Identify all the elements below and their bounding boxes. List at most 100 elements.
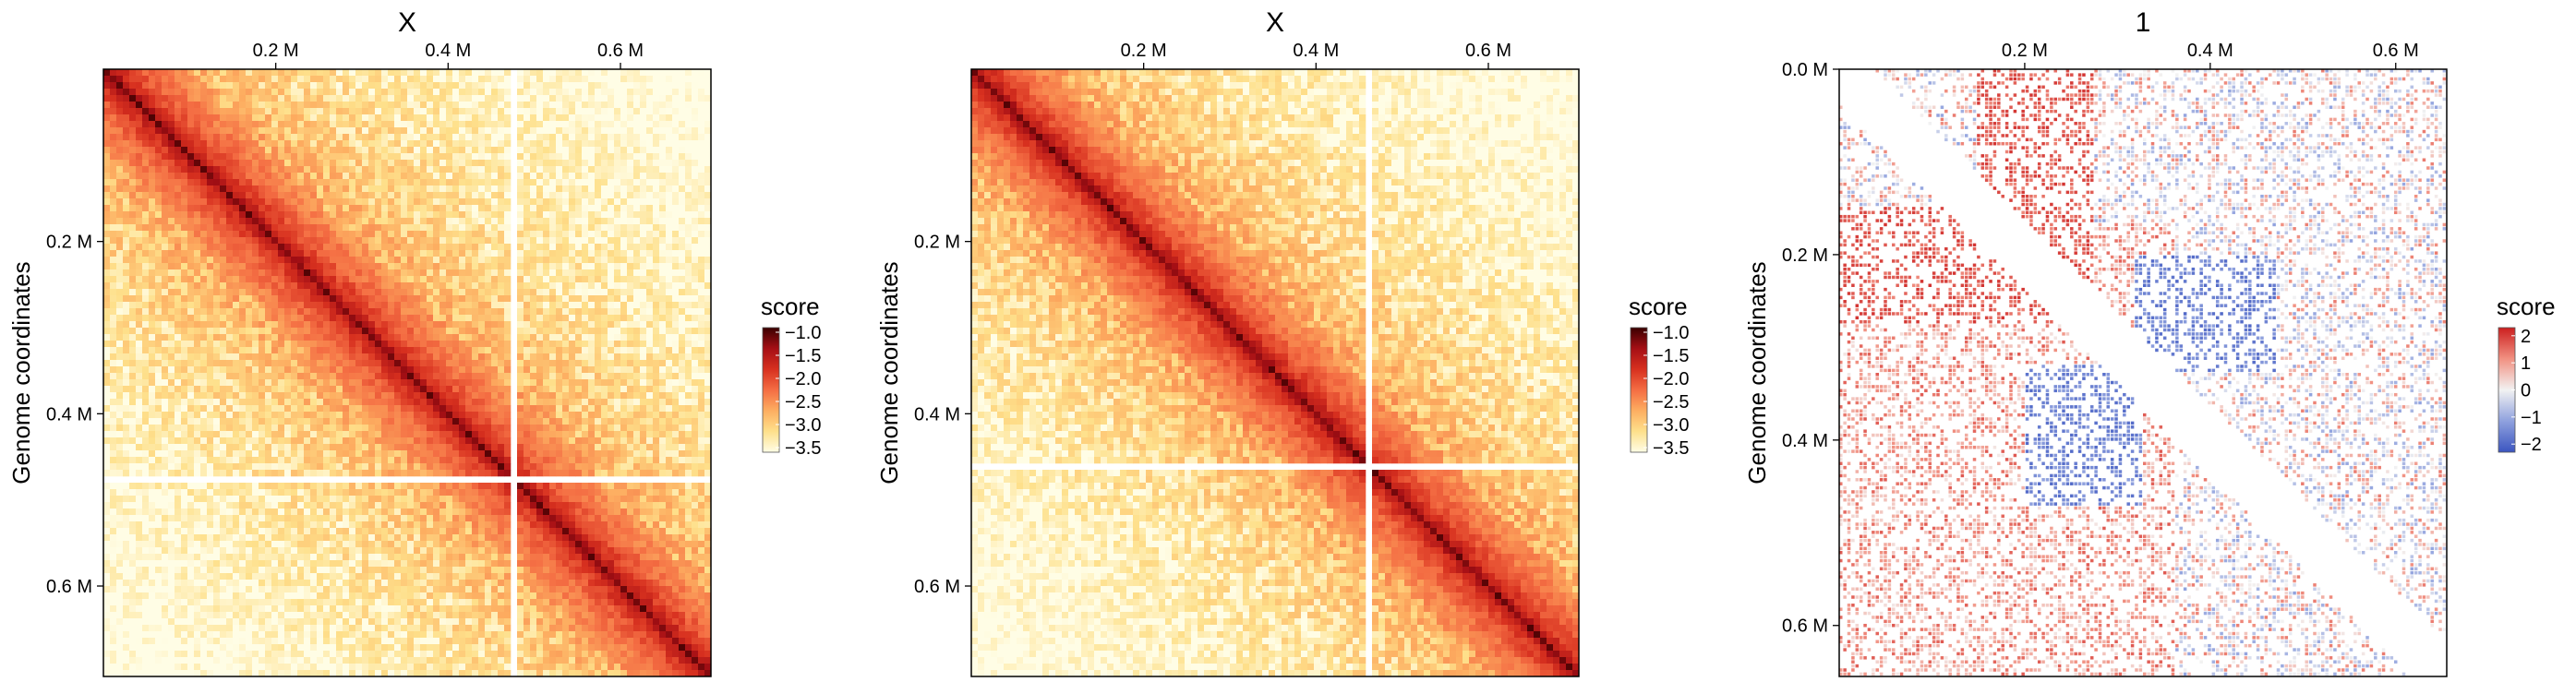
heatmap-cell [220,341,227,348]
heatmap-cell [317,412,324,419]
heatmap-cell [485,147,492,154]
heatmap-cell [330,237,337,245]
heatmap-cell [271,173,279,180]
heatmap-cell [459,153,466,161]
heatmap-cell [103,244,111,251]
heatmap-cell [524,218,531,225]
heatmap-cell [498,263,505,270]
heatmap-cell [491,211,499,219]
heatmap-cell [666,179,673,186]
heatmap-cell [595,147,602,154]
heatmap-cell [433,89,440,96]
heatmap-cell [640,114,647,122]
heatmap-cell [336,379,343,387]
heatmap-cell [595,134,602,141]
heatmap-cell [265,69,272,77]
heatmap-cell [136,198,143,206]
heatmap-cell [246,153,253,161]
heatmap-cell [129,237,137,245]
heatmap-cell [103,347,111,354]
heatmap-cell [349,69,356,77]
heatmap-cell [310,218,318,225]
heatmap-cell [355,334,363,341]
heatmap-cell [698,373,705,380]
heatmap-cell [620,160,628,167]
heatmap-cell [401,134,408,141]
heatmap-cell [646,134,654,141]
heatmap-cell [297,295,305,303]
heatmap-cell [343,173,350,180]
heatmap-cell [142,95,150,102]
heatmap-cell [646,276,654,283]
heatmap-cell [465,224,473,232]
heatmap-cell [168,102,175,109]
heatmap-cell [478,166,486,174]
heatmap-cell [181,82,188,90]
heatmap-cell [692,205,699,212]
heatmap-cell [536,360,544,367]
heatmap-cell [536,198,544,206]
heatmap-cell [103,341,111,348]
heatmap-cell [692,140,699,148]
heatmap-cell [588,360,596,367]
heatmap-cell [472,89,479,96]
heatmap-cell [343,353,350,361]
heatmap-cell [233,218,240,225]
heatmap-cell [653,308,660,316]
heatmap-cell [575,328,583,335]
heatmap-cell [407,360,415,367]
heatmap-cell [465,295,473,303]
heatmap-cell [252,295,259,303]
heatmap-cell [220,295,227,303]
heatmap-cell [129,289,137,296]
heatmap-cell [633,237,641,245]
heatmap-cell [259,140,266,148]
heatmap-cell [627,373,634,380]
heatmap-cell [233,353,240,361]
heatmap-cell [582,127,589,135]
heatmap-cell [620,334,628,341]
heatmap-cell [420,231,427,238]
heatmap-cell [672,114,680,122]
heatmap-cell [330,114,337,122]
heatmap-cell [530,211,537,219]
heatmap-cell [465,82,473,90]
heatmap-cell [136,392,143,400]
heatmap-cell [582,399,589,406]
heatmap-cell [517,308,524,316]
heatmap-cell [239,257,247,264]
heatmap-cell [478,399,486,406]
heatmap-cell [330,192,337,199]
heatmap-cell [485,263,492,270]
heatmap-cell [588,353,596,361]
heatmap-cell [478,114,486,122]
heatmap-cell [556,121,563,128]
heatmap-cell [478,392,486,400]
heatmap-cell [633,231,641,238]
heatmap-cell [362,153,369,161]
heatmap-cell [446,76,453,83]
heatmap-cell [271,224,279,232]
heatmap-cell [265,373,272,380]
heatmap-cell [595,263,602,270]
heatmap-cell [226,392,234,400]
heatmap-cell [524,192,531,199]
heatmap-cell [162,127,169,135]
heatmap-cell [562,76,570,83]
heatmap-cell [103,153,111,161]
heatmap-cell [601,153,608,161]
heatmap-cell [407,121,415,128]
heatmap-cell [297,89,305,96]
heatmap-cell [640,82,647,90]
heatmap-cell [433,405,440,413]
heatmap-cell [530,140,537,148]
heatmap-cell [640,392,647,400]
heatmap-cell [284,276,292,283]
heatmap-cell [633,405,641,413]
heatmap-cell [368,211,376,219]
heatmap-cell [679,218,686,225]
heatmap-cell [556,140,563,148]
heatmap-cell [239,108,247,115]
heatmap-cell [129,114,137,122]
heatmap-cell [478,276,486,283]
